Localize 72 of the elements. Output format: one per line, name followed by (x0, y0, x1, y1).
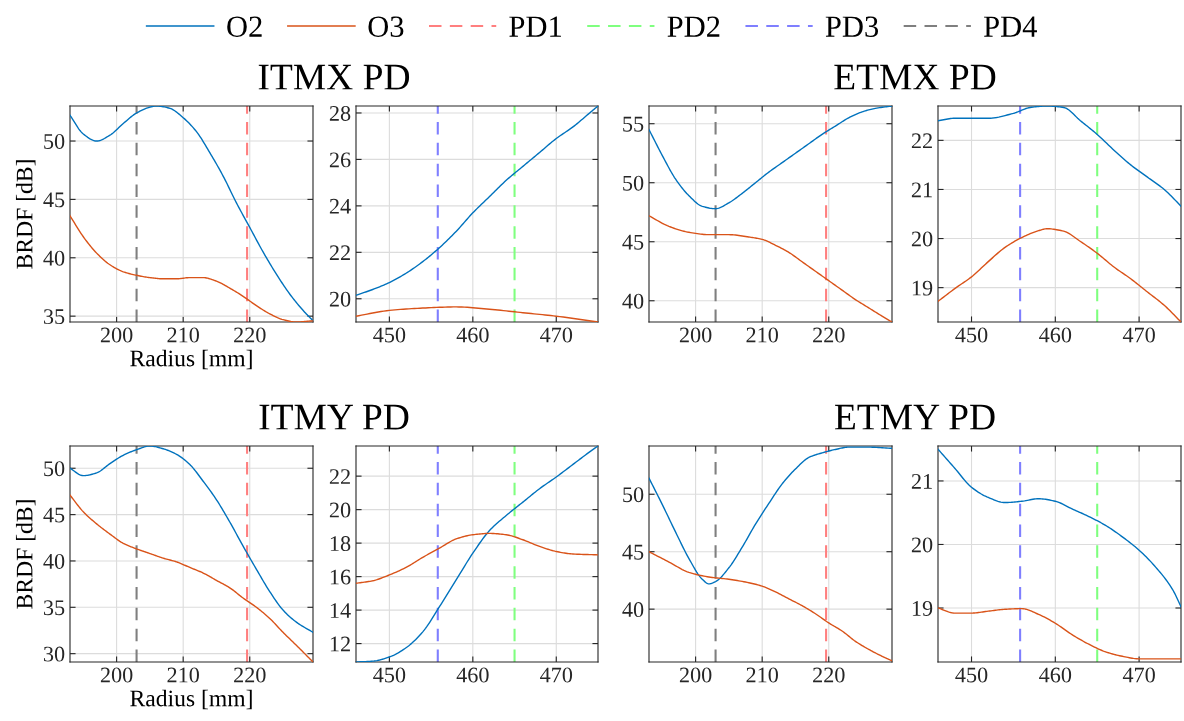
x-tick-label: 220 (234, 327, 266, 343)
legend-label: O3 (368, 16, 404, 37)
chart-title: ETMX PD (834, 64, 996, 90)
y-tick-label: 30 (43, 646, 65, 662)
y-tick-label: 35 (43, 600, 65, 616)
y-tick-label: 21 (911, 473, 932, 489)
y-tick-label: 22 (911, 133, 932, 149)
y-tick-label: 14 (330, 603, 351, 618)
x-tick-label: 460 (1039, 667, 1072, 683)
x-tick-label: 460 (1039, 327, 1072, 343)
x-axis-title: Radius [mm] (130, 349, 252, 370)
x-tick-label: 450 (955, 667, 988, 683)
x-tick-label: 210 (746, 667, 778, 683)
y-tick-label: 21 (911, 182, 932, 198)
y-tick-label: 50 (623, 175, 644, 191)
legend-label: PD4 (984, 16, 1037, 37)
x-tick-label: 470 (540, 667, 573, 683)
y-tick-label: 22 (329, 469, 350, 484)
x-tick-label: 450 (373, 327, 406, 343)
y-tick-label: 12 (330, 636, 350, 652)
x-tick-label: 460 (456, 667, 489, 683)
y-tick-label: 40 (43, 553, 65, 569)
y-tick-label: 40 (622, 293, 644, 309)
y-tick-label: 35 (43, 309, 65, 325)
x-tick-label: 220 (813, 327, 845, 343)
x-tick-label: 450 (373, 667, 406, 683)
y-tick-label: 50 (44, 133, 65, 149)
y-axis-title: BRDF [dB] (15, 160, 36, 269)
legend-label: PD2 (667, 16, 720, 37)
y-tick-label: 45 (43, 507, 65, 523)
x-tick-label: 470 (540, 327, 573, 343)
x-tick-label: 450 (955, 327, 988, 343)
y-tick-label: 20 (329, 502, 351, 518)
y-tick-label: 50 (623, 487, 644, 503)
x-tick-label: 200 (679, 667, 712, 683)
legend-label: PD1 (509, 16, 561, 37)
y-tick-label: 20 (329, 291, 351, 307)
y-tick-label: 50 (44, 461, 65, 477)
x-tick-label: 200 (679, 327, 712, 343)
y-tick-label: 24 (329, 198, 351, 214)
x-tick-label: 220 (813, 667, 845, 683)
legend-label: PD3 (825, 16, 879, 37)
y-tick-label: 55 (623, 116, 644, 132)
y-axis-title: BRDF [dB] (15, 500, 36, 609)
x-axis-title: Radius [mm] (130, 689, 252, 710)
y-tick-label: 40 (622, 602, 644, 618)
x-tick-label: 210 (746, 327, 778, 343)
y-tick-label: 40 (43, 250, 65, 266)
x-tick-label: 210 (167, 667, 199, 683)
y-tick-label: 19 (912, 280, 933, 296)
y-tick-label: 45 (43, 192, 65, 208)
x-tick-label: 200 (100, 667, 133, 683)
y-tick-label: 28 (329, 105, 351, 121)
x-tick-label: 220 (234, 667, 266, 683)
x-tick-label: 460 (456, 327, 489, 343)
y-tick-label: 20 (911, 231, 933, 247)
x-tick-label: 470 (1122, 667, 1155, 683)
x-tick-label: 210 (167, 327, 199, 343)
y-tick-label: 18 (330, 536, 351, 552)
y-tick-label: 19 (912, 600, 933, 616)
x-tick-label: 470 (1122, 327, 1155, 343)
y-tick-label: 45 (622, 544, 644, 560)
y-tick-label: 26 (329, 152, 351, 168)
chart-title: ITMY PD (259, 404, 409, 430)
chart-title: ITMX PD (258, 64, 410, 90)
y-tick-label: 22 (329, 245, 350, 261)
chart-title: ETMY PD (835, 404, 995, 430)
y-tick-label: 45 (622, 234, 644, 250)
x-tick-label: 200 (100, 327, 133, 343)
y-tick-label: 20 (911, 537, 933, 553)
legend-label: O2 (227, 16, 262, 37)
y-tick-label: 16 (330, 569, 351, 585)
